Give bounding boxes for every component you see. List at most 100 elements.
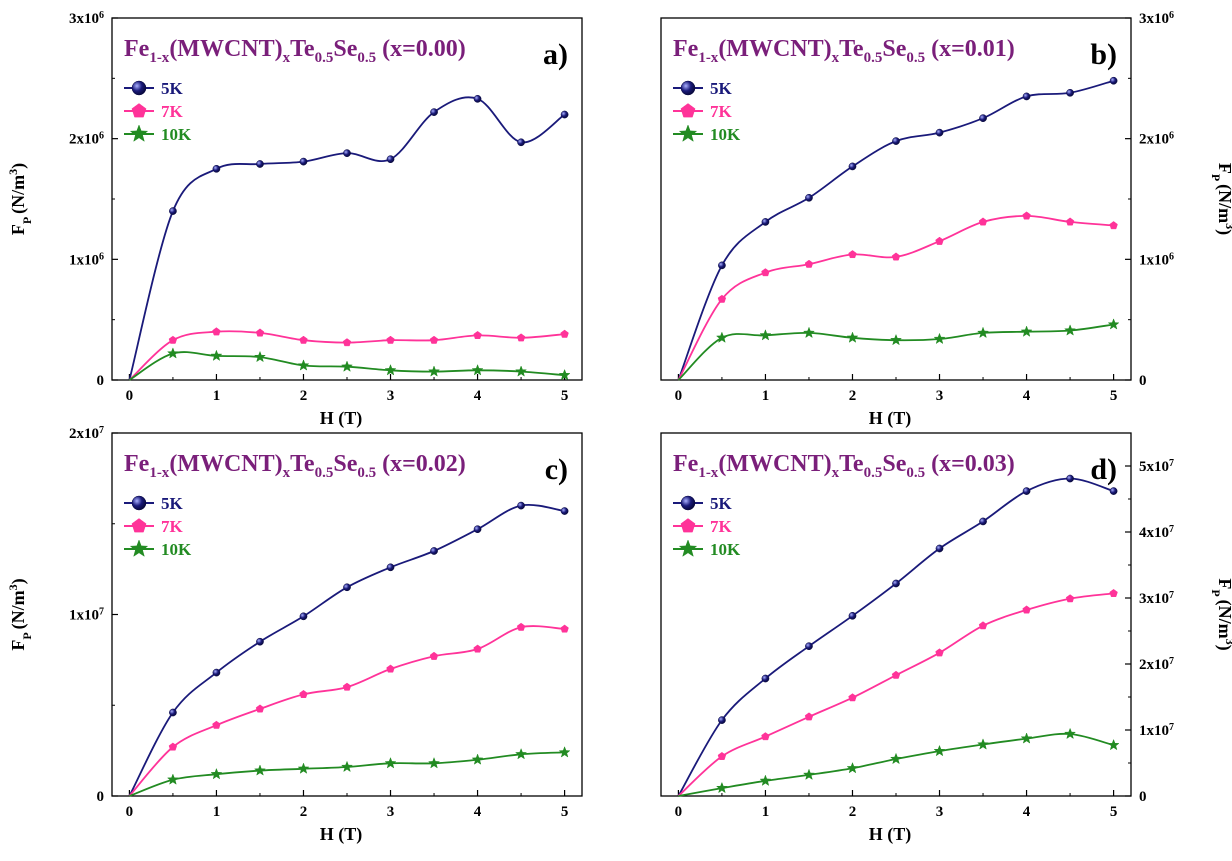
legend-label: 7K xyxy=(161,517,184,536)
legend-marker xyxy=(680,80,696,96)
data-point xyxy=(805,642,813,651)
data-point xyxy=(558,368,571,381)
data-point xyxy=(299,689,308,698)
legend-label: 5K xyxy=(710,79,733,98)
y-tick-label: 1x106 xyxy=(69,251,104,269)
y-tick-label: 1x106 xyxy=(1139,251,1174,269)
series-5K xyxy=(128,94,569,381)
x-tick-label: 5 xyxy=(561,388,569,404)
data-point xyxy=(473,525,482,534)
data-point xyxy=(210,767,223,780)
data-point xyxy=(384,756,397,769)
legend-marker xyxy=(680,103,696,118)
y-tick-label: 4x107 xyxy=(1139,524,1174,542)
data-point xyxy=(473,94,482,103)
x-tick-label: 1 xyxy=(213,804,221,820)
x-tick-label: 3 xyxy=(387,804,395,820)
y-tick-label: 1x107 xyxy=(1139,722,1174,740)
data-point xyxy=(1064,727,1077,740)
data-point xyxy=(1020,325,1033,337)
data-point xyxy=(386,664,395,673)
y-axis-title: FP(N/m3) xyxy=(1209,163,1232,235)
data-point xyxy=(979,114,987,123)
y-tick-label: 2x107 xyxy=(69,425,104,443)
x-tick-label: 3 xyxy=(936,388,944,404)
data-point xyxy=(515,747,528,760)
y-tick-label: 5x107 xyxy=(1139,458,1174,476)
data-point xyxy=(935,648,944,657)
x-tick-label: 3 xyxy=(387,388,395,404)
data-point xyxy=(169,207,177,215)
legend-label: 7K xyxy=(710,517,733,536)
legend-marker xyxy=(680,495,696,511)
data-point xyxy=(805,193,813,202)
x-tick-label: 5 xyxy=(1110,388,1118,404)
legend-label: 5K xyxy=(161,79,184,98)
data-point xyxy=(255,328,265,337)
data-point xyxy=(761,268,770,277)
data-point xyxy=(516,333,526,342)
data-point xyxy=(428,756,441,769)
x-tick-label: 5 xyxy=(561,804,569,820)
data-point xyxy=(342,338,352,347)
y-axis-title: FP(N/m3) xyxy=(6,163,34,235)
data-point xyxy=(761,674,770,683)
data-point xyxy=(429,335,439,344)
x-tick-label: 4 xyxy=(474,804,482,820)
panel-label: c) xyxy=(545,453,568,486)
data-point xyxy=(212,720,221,729)
x-tick-label: 0 xyxy=(675,804,683,820)
data-point xyxy=(256,160,264,168)
data-point xyxy=(804,259,814,268)
data-point xyxy=(892,579,900,588)
data-point xyxy=(253,350,266,363)
data-point xyxy=(892,137,900,145)
x-tick-label: 0 xyxy=(675,388,683,404)
data-point xyxy=(517,138,525,147)
series-10K xyxy=(677,318,1120,381)
data-point xyxy=(255,704,265,713)
data-point xyxy=(297,762,310,774)
series-7K xyxy=(128,327,569,381)
data-point xyxy=(848,693,857,702)
data-point xyxy=(515,365,528,377)
x-tick-label: 3 xyxy=(936,804,944,820)
y-tick-label: 0 xyxy=(97,789,105,805)
y-tick-label: 2x106 xyxy=(1139,130,1174,148)
data-point xyxy=(471,363,484,376)
y-tick-label: 1x107 xyxy=(69,606,104,624)
x-tick-label: 4 xyxy=(474,388,482,404)
panel-title: Fe1-x(MWCNT)xTe0.5Se0.5 (x=0.02) xyxy=(124,451,466,481)
data-point xyxy=(715,781,728,794)
x-tick-label: 2 xyxy=(300,388,308,404)
data-point xyxy=(891,670,901,679)
legend-label: 7K xyxy=(710,102,733,121)
panel-title: Fe1-x(MWCNT)xTe0.5Se0.5 (x=0.00) xyxy=(124,36,466,66)
data-point xyxy=(169,708,177,717)
y-tick-label: 2x107 xyxy=(1139,656,1174,674)
legend-label: 10K xyxy=(161,125,192,144)
data-point xyxy=(717,751,727,760)
series-line xyxy=(129,751,565,797)
series-10K xyxy=(129,746,571,797)
data-point xyxy=(1022,487,1031,495)
x-tick-label: 2 xyxy=(849,804,857,820)
legend-label: 5K xyxy=(161,494,184,513)
plot-frame xyxy=(111,432,583,797)
legend-marker xyxy=(680,518,696,533)
x-tick-label: 4 xyxy=(1023,804,1031,820)
data-point xyxy=(846,761,859,774)
legend: 5K 7K 10K xyxy=(124,79,192,144)
data-point xyxy=(802,768,815,780)
series-10K xyxy=(128,347,571,381)
x-tick-label: 1 xyxy=(762,804,770,820)
y-tick-label: 0 xyxy=(97,373,105,389)
x-tick-label: 0 xyxy=(126,388,134,404)
panel-2: 0 1 2 3 4 5 0 1x106 2x106 3x106 H (T) FP(N/m3) Fe1-x… xyxy=(660,10,1232,429)
panel-3: 0 1 2 3 4 5 0 1x107 2x107 H (T) FP(N/m3) Fe1-x(MWCN… xyxy=(6,425,583,845)
data-point xyxy=(342,682,352,691)
data-point xyxy=(761,218,770,226)
data-point xyxy=(1107,318,1120,330)
series-10K xyxy=(678,727,1120,797)
